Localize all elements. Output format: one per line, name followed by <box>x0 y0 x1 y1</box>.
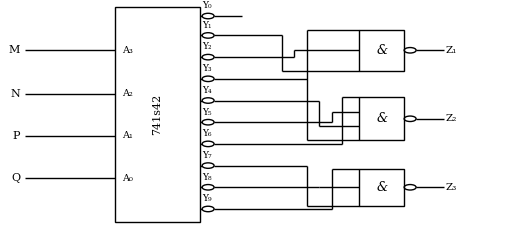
Text: A₁: A₁ <box>122 131 133 140</box>
Bar <box>359 30 404 71</box>
Text: Z₃: Z₃ <box>446 183 457 192</box>
Bar <box>359 169 404 206</box>
Text: A₀: A₀ <box>122 174 133 183</box>
Text: A₂: A₂ <box>122 89 133 98</box>
Text: &: & <box>376 112 387 125</box>
Text: Y₇: Y₇ <box>202 151 212 160</box>
Text: M: M <box>9 45 20 55</box>
Text: Y₁: Y₁ <box>202 21 212 30</box>
Text: 741s42: 741s42 <box>152 94 162 135</box>
Text: Z₁: Z₁ <box>446 46 458 55</box>
Text: A₃: A₃ <box>122 46 133 55</box>
Text: Y₂: Y₂ <box>202 42 212 51</box>
Text: Y₀: Y₀ <box>202 1 212 10</box>
Text: Y₄: Y₄ <box>202 86 212 95</box>
Text: Y₃: Y₃ <box>202 64 212 73</box>
Bar <box>359 97 404 140</box>
Text: Y₉: Y₉ <box>202 194 212 203</box>
Text: N: N <box>10 89 20 99</box>
Text: &: & <box>376 181 387 194</box>
Text: P: P <box>13 131 20 141</box>
Text: &: & <box>376 44 387 57</box>
Text: Y₈: Y₈ <box>202 173 212 182</box>
Text: Y₅: Y₅ <box>202 107 212 116</box>
Text: Q: Q <box>11 173 20 183</box>
Text: Z₂: Z₂ <box>446 114 458 123</box>
Bar <box>115 7 200 222</box>
Text: Y₆: Y₆ <box>202 129 212 138</box>
